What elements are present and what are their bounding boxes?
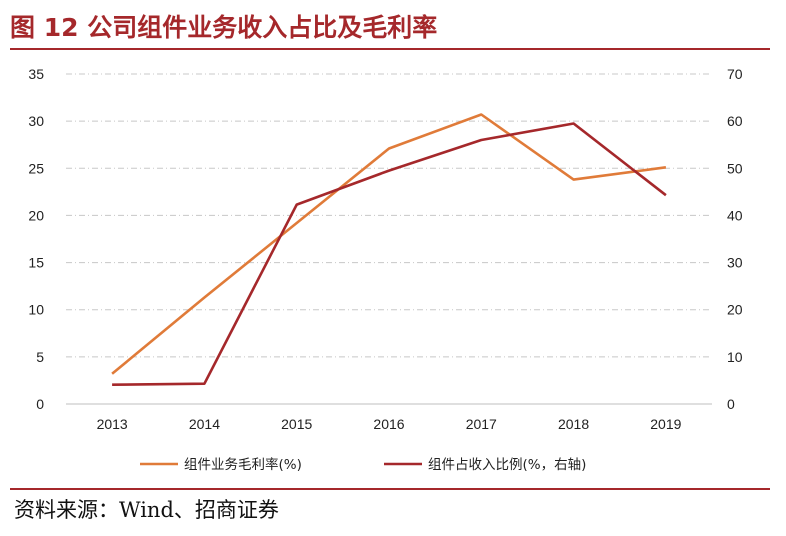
x-tick-label: 2018 [558,416,589,432]
legend-label-1: 组件业务毛利率(%) [184,456,302,473]
source-note: 资料来源：Wind、招商证券 [14,498,279,522]
left-tick-label: 25 [28,160,44,176]
right-axis-ticks: 0 10 20 30 40 50 60 70 [727,66,743,412]
right-tick-label: 50 [727,160,743,176]
series-line-2 [112,122,667,386]
legend: 组件业务毛利率(%) 组件占收入比例(%，右轴) [140,456,586,473]
left-tick-label: 35 [28,66,44,82]
left-tick-label: 30 [28,113,44,129]
title-divider [10,48,770,50]
left-tick-label: 15 [28,255,44,271]
left-tick-label: 0 [36,396,44,412]
right-tick-label: 20 [727,302,743,318]
right-tick-label: 70 [727,66,743,82]
legend-label-2: 组件占收入比例(%，右轴) [428,457,586,473]
x-tick-label: 2015 [281,416,312,432]
right-tick-label: 10 [727,349,743,365]
x-tick-label: 2019 [650,416,681,432]
x-axis-ticks: 2013 2014 2015 2016 2017 2018 2019 [97,416,682,432]
left-axis-ticks: 0 5 10 15 20 25 30 35 [28,66,44,412]
gridlines [66,73,712,405]
series-lines [111,113,667,386]
left-tick-label: 20 [28,207,44,223]
x-tick-label: 2016 [373,416,404,432]
right-tick-label: 60 [727,113,743,129]
left-tick-label: 5 [36,349,44,365]
x-tick-label: 2013 [97,416,128,432]
left-tick-label: 10 [28,302,44,318]
x-tick-label: 2017 [466,416,497,432]
series-line-1 [111,113,667,375]
right-tick-label: 30 [727,255,743,271]
source-divider [10,488,770,490]
right-tick-label: 40 [727,207,743,223]
figure-title: 图 12 公司组件业务收入占比及毛利率 [10,13,438,42]
x-tick-label: 2014 [189,416,220,432]
right-tick-label: 0 [727,396,735,412]
